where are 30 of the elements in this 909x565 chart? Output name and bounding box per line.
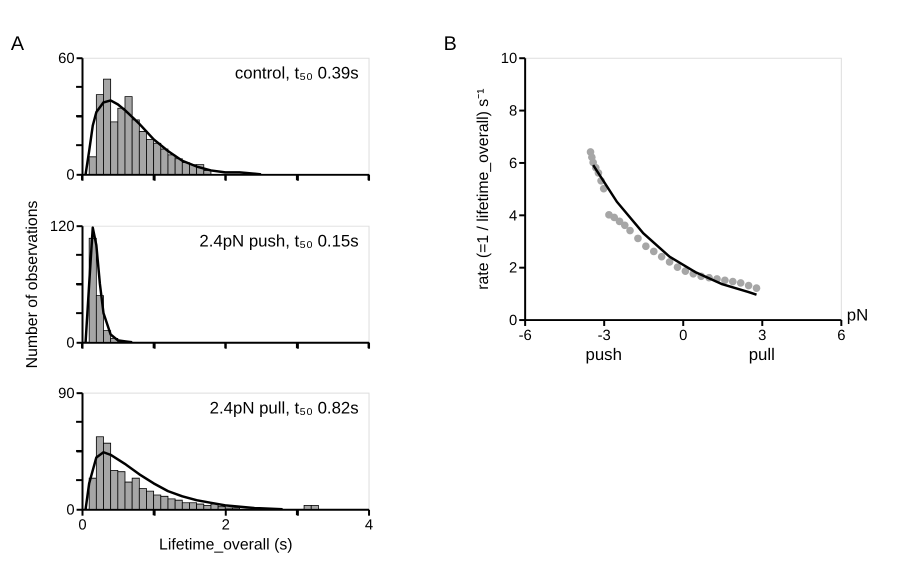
y-axis-title: rate (=1 / lifetime_overall) s⁻¹ (474, 88, 492, 290)
x-tick-label: 4 (364, 518, 374, 534)
y-tick-label: 4 (508, 208, 518, 224)
y-axis-title: Number of observations (24, 200, 42, 368)
x-axis-title: pN (846, 306, 868, 325)
y-tick-label: 10 (500, 51, 518, 68)
chart-title: 2.4pN push, t₅₀ 0.15s (199, 231, 359, 250)
chart-title: 2.4pN pull, t₅₀ 0.82s (210, 398, 359, 418)
x-tick-label: -6 (518, 328, 532, 344)
y-tick-label: 0 (66, 502, 75, 519)
y-tick-label: 120 (50, 219, 75, 236)
x-tick-label: 0 (78, 518, 87, 534)
x-tick-label: 3 (758, 328, 766, 344)
text: A (10, 32, 25, 55)
y-tick-label: 2 (508, 260, 518, 277)
y-tick-label: 60 (58, 51, 75, 68)
chart-title: control, t₅₀ 0.39s (234, 63, 359, 82)
y-tick-label: 90 (58, 386, 75, 402)
x-tick-label: -3 (598, 328, 611, 344)
text: B (444, 32, 457, 55)
x-tick-label: 0 (679, 328, 688, 344)
x-tick-label: 2 (222, 518, 230, 534)
x-axis-title: Lifetime_overall (s) (159, 536, 292, 554)
text: pull (748, 345, 775, 364)
text: push (586, 345, 622, 364)
y-tick-label: 0 (508, 312, 518, 329)
y-tick-label: 0 (66, 168, 75, 184)
y-tick-label: 6 (508, 156, 518, 172)
x-tick-label: 6 (837, 328, 846, 344)
y-tick-label: 8 (508, 104, 518, 120)
